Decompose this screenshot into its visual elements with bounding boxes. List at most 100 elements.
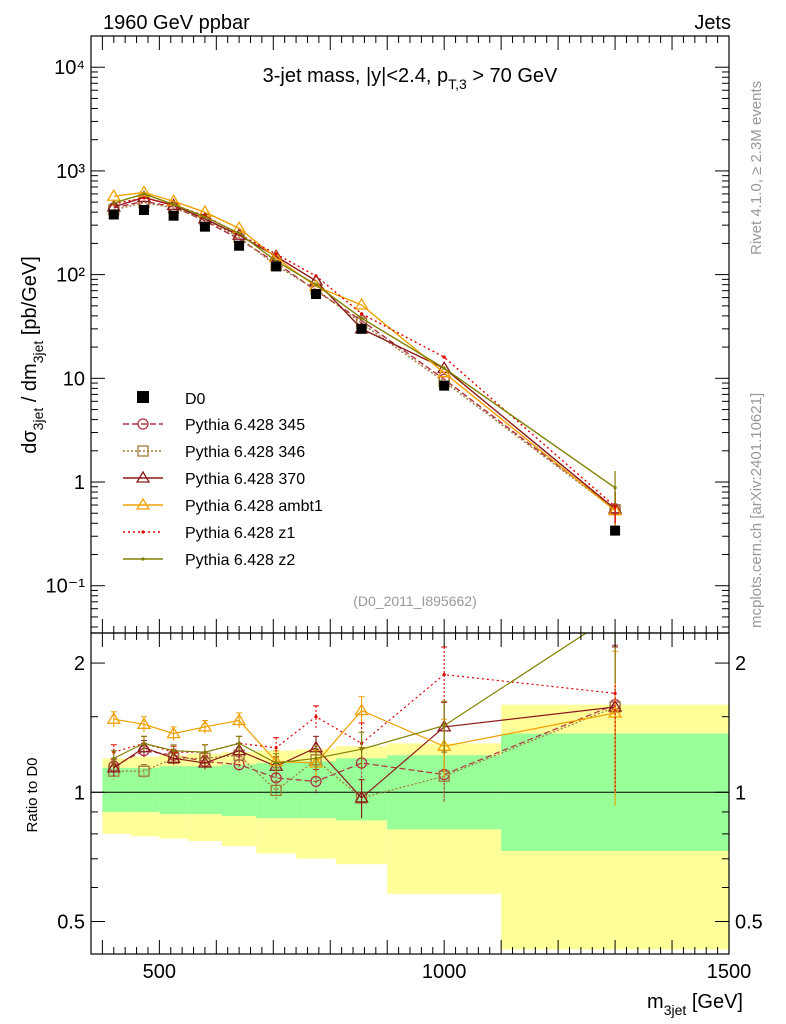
main-ytick-label-2: 10 [63, 368, 85, 390]
main-ytick-label-4: 10³ [56, 161, 85, 183]
legend-label-4: Pythia 6.428 z1 [185, 525, 295, 542]
data-point-8 [439, 380, 450, 391]
band-inner-2 [159, 766, 188, 815]
main-point-5-9 [613, 486, 617, 490]
main-ylabel: dσ3jet / dm3jet [pb/GeV] [19, 256, 46, 454]
data-point-5 [271, 261, 282, 272]
analysis-id: (D0_2011_I895662) [353, 593, 477, 609]
ratio-point-1-5 [270, 784, 282, 797]
ratio-point-3-3 [197, 719, 213, 732]
ratio-panel [91, 613, 729, 950]
data-point-3 [199, 221, 210, 232]
main-series-line-1 [113, 201, 616, 511]
main-point-3-8 [437, 365, 452, 378]
ratio-series-line-5 [113, 633, 588, 764]
data-point-7 [356, 323, 367, 334]
ratio-point-5-8 [442, 724, 446, 728]
ratio-point-3-7 [354, 703, 369, 716]
main-frame [90, 35, 730, 634]
legend-marker-3 [135, 497, 151, 510]
ratio-point-1-1 [138, 765, 150, 777]
ratio-point-3-4 [231, 713, 247, 726]
legend-marker-1 [137, 445, 149, 457]
main-point-5-8 [442, 366, 446, 370]
main-point-4-7 [359, 312, 364, 316]
ratio-xtick-label-2: 1500 [707, 961, 752, 983]
main-point-5-2 [171, 202, 176, 207]
header-right: Jets [694, 12, 731, 34]
ratio-point-5-6 [314, 756, 318, 760]
ratio-point-4-6 [314, 715, 318, 719]
ratio-series-line-3 [113, 709, 616, 764]
main-ytick-label-0: 10⁻¹ [46, 576, 86, 598]
ratio-point-3-9 [607, 705, 623, 718]
ratio-ytick-label-2: 2 [74, 653, 85, 675]
legend-label-5: Pythia 6.428 z2 [185, 552, 295, 569]
ratio-point-5-9 [613, 613, 616, 616]
ratio-ytick-label-r-1: 1 [735, 782, 746, 804]
legend-marker-0 [137, 418, 149, 430]
axis-ticks: 10⁻¹ 1 10 10² 10³ 10⁴ 500 1000 1500 0.5 0.5 1 1 2 2 [46, 35, 763, 983]
ratio-point-2-4 [231, 743, 247, 756]
main-series-line-2 [113, 196, 616, 510]
data-point-2 [168, 210, 179, 221]
ratio-point-4-5 [274, 746, 278, 750]
main-panel: 3-jet mass, |y|<2.4, pT,3 > 70 GeV (D0_2… [106, 65, 623, 609]
ratio-series-line-1 [113, 706, 616, 799]
main-ytick-label-1: 1 [74, 472, 85, 494]
rivet-label: Rivet 4.1.0, ≥ 2.3M events [748, 81, 765, 255]
main-point-4-9 [613, 504, 617, 509]
ratio-xtick-label-0: 500 [143, 961, 176, 983]
ratio-point-5-1 [142, 741, 146, 745]
data-point-1 [138, 204, 149, 215]
legend-marker-2 [135, 470, 151, 483]
legend-label-3: Pythia 6.428 ambt1 [185, 498, 323, 515]
ratio-point-5-3 [203, 750, 207, 754]
header-left: 1960 GeV ppbar [103, 12, 250, 34]
legend-data-label: D0 [185, 391, 206, 408]
band-inner-1 [130, 767, 160, 812]
ratio-ytick-label-0: 0.5 [57, 911, 85, 933]
ratio-point-4-8 [442, 672, 446, 677]
main-point-5-6 [314, 283, 318, 287]
band-inner-3 [187, 766, 223, 815]
x-axis-label: m3jet [GeV] [647, 991, 743, 1018]
ratio-point-5-4 [237, 741, 241, 745]
ratio-point-4-9 [613, 691, 617, 695]
ratio-point-2-1 [136, 740, 152, 753]
legend: D0 Pythia 6.428 345 Pythia 6.428 346 Pythia… [123, 391, 323, 569]
ratio-series-line-4 [113, 673, 616, 753]
data-point-9 [610, 525, 621, 536]
main-point-5-1 [142, 192, 146, 196]
main-point-2-2 [166, 198, 181, 211]
data-point-6 [311, 289, 322, 300]
main-ytick-label-5: 10⁴ [54, 57, 85, 79]
ratio-ylabel: Ratio to D0 [24, 757, 41, 832]
legend-data-marker [137, 391, 149, 403]
legend-label-2: Pythia 6.428 370 [185, 471, 305, 488]
main-series-line-5 [113, 193, 616, 489]
ratio-point-5-2 [171, 749, 176, 753]
ratio-point-3-0 [106, 711, 121, 724]
main-series-line-3 [113, 191, 616, 512]
main-ytick-label-3: 10² [56, 265, 85, 287]
main-title: 3-jet mass, |y|<2.4, pT,3 > 70 GeV [263, 65, 558, 92]
ratio-point-2-2 [166, 751, 181, 763]
main-point-5-4 [237, 231, 241, 235]
ratio-point-2-7 [354, 790, 369, 803]
ratio-point-5-7 [359, 747, 364, 751]
mcplots-label: mcplots.cern.ch [arXiv:2401.10621] [748, 393, 765, 628]
main-point-5-3 [203, 215, 207, 219]
band-inner-4 [222, 764, 257, 817]
ratio-point-0-6 [310, 775, 322, 788]
main-point-3-7 [354, 297, 369, 310]
ratio-point-3-1 [136, 717, 152, 729]
legend-label-0: Pythia 6.428 345 [185, 417, 305, 434]
main-point-4-8 [442, 355, 446, 359]
legend-marker-4 [141, 530, 145, 534]
main-point-4-6 [314, 274, 318, 278]
data-point-4 [234, 240, 245, 251]
ratio-point-2-3 [197, 755, 213, 768]
main-point-4-5 [274, 252, 278, 256]
